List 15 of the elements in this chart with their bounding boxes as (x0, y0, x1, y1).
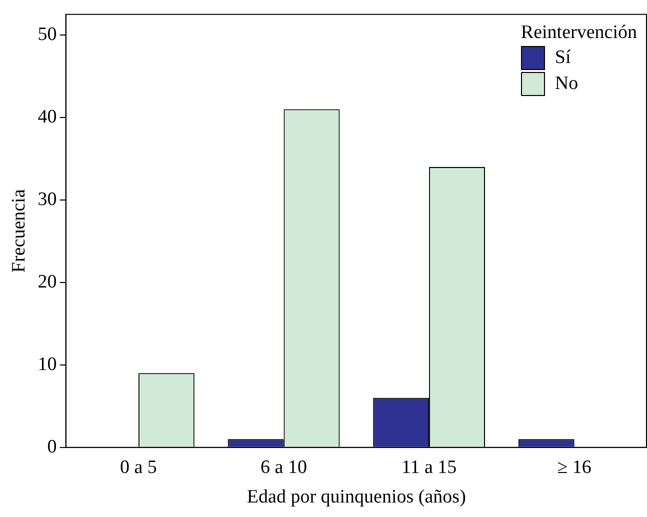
y-axis-title: Frecuencia (8, 188, 30, 273)
legend-title: Reintervención (520, 22, 637, 44)
y-tick-label: 20 (38, 271, 57, 292)
y-tick-label: 30 (38, 188, 57, 210)
x-tick-label: 11 a 15 (401, 456, 457, 478)
y-tick-label: 40 (38, 106, 57, 128)
x-tick-label: 6 a 10 (260, 456, 307, 478)
legend-label: Sí (554, 47, 571, 69)
y-tick-label: 10 (38, 354, 57, 375)
x-tick-label: 0 a 5 (120, 456, 157, 478)
y-tick-label: 50 (38, 24, 57, 46)
y-tick-label: 0 (47, 436, 57, 458)
legend-label: No (554, 73, 578, 95)
x-tick-label: ≥ 16 (557, 456, 592, 478)
x-axis-title: Edad por quinquenios (años) (246, 486, 466, 508)
